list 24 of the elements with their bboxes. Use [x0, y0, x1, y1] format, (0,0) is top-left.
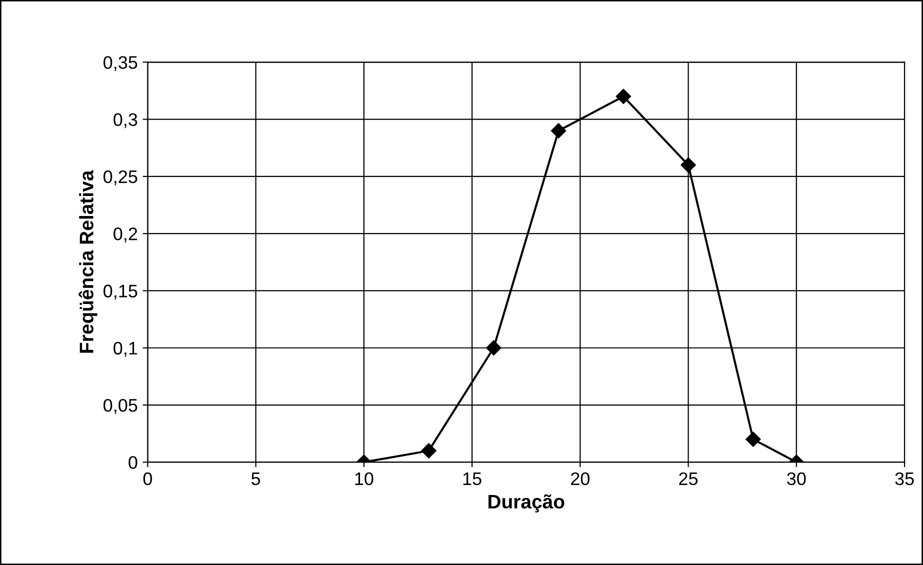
- y-tick-label: 0,1: [114, 342, 138, 357]
- x-tick-label: 0: [143, 472, 152, 486]
- point: [421, 443, 436, 458]
- point: [680, 157, 696, 173]
- point: [616, 88, 631, 104]
- x-tick-label: 15: [463, 472, 482, 486]
- x-axis-title: Duração: [488, 494, 564, 512]
- x-tick-label: 5: [252, 472, 260, 486]
- y-tick-label: 0,15: [104, 284, 138, 300]
- point: [486, 340, 502, 356]
- point: [746, 432, 761, 447]
- y-axis-title: Freqüência Relativa: [78, 170, 98, 353]
- point: [550, 123, 566, 138]
- x-tick-label: 30: [787, 472, 806, 486]
- x-tick-label: 20: [571, 472, 590, 486]
- y-tick-label: 0,05: [104, 398, 138, 414]
- x-tick-label: 10: [355, 472, 374, 486]
- y-tick-label: 0: [128, 456, 138, 469]
- y-tick-label: 0,35: [104, 56, 138, 72]
- x-tick-label: 25: [679, 472, 698, 486]
- y-tick-label: 0,3: [114, 113, 138, 128]
- x-tick-label: 35: [895, 472, 914, 486]
- y-tick-label: 0,25: [104, 170, 138, 186]
- y-tick-label: 0,2: [114, 228, 138, 242]
